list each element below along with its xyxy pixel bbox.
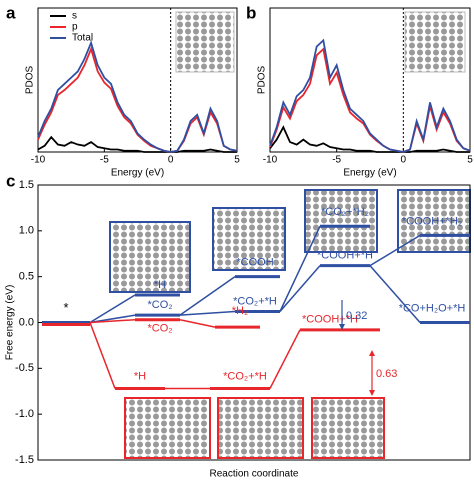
start-label: *	[63, 300, 68, 315]
connector	[279, 265, 321, 312]
level-label: *CO₂+*H	[233, 295, 277, 307]
x-tick-label: 5	[467, 155, 473, 166]
y-tick-label: 0.0	[19, 316, 34, 328]
x-tick-label: -5	[100, 155, 109, 166]
level-label: *H₂	[232, 305, 249, 317]
annotation: 0.63	[376, 368, 397, 380]
annotation-arrowhead	[339, 324, 345, 330]
connector	[369, 265, 421, 323]
legend-label: s	[72, 11, 77, 22]
level-label: *COOH+*H	[302, 314, 358, 326]
pdos-line	[37, 40, 238, 153]
annotation: 0.32	[346, 310, 367, 322]
pdos-line	[37, 135, 237, 153]
y-tick-label: 0.5	[19, 271, 34, 283]
connector	[89, 294, 136, 324]
panel-label: b	[246, 3, 256, 22]
level-label: *CO₂+*H₂	[321, 206, 369, 218]
plot-frame	[269, 7, 471, 153]
y-axis-label: PDOS	[25, 66, 36, 95]
connector	[179, 276, 236, 316]
x-axis-label: Reaction coordinate	[210, 469, 299, 480]
legend-label: Total	[72, 33, 93, 44]
pdos-line	[269, 38, 471, 153]
y-tick-label: 1.5	[19, 179, 34, 191]
y-tick-label: -0.5	[15, 362, 34, 374]
plot-frame	[37, 7, 238, 153]
level-label: *CO₂	[147, 323, 172, 335]
x-tick-label: 5	[234, 155, 240, 166]
level-label: *CO₂+*H	[223, 370, 267, 382]
y-tick-label: -1.0	[15, 408, 34, 420]
level-label: *H	[154, 279, 166, 291]
connector	[269, 329, 301, 389]
panel-label: c	[6, 171, 15, 190]
level-label: *COOH	[236, 257, 273, 269]
x-axis-label: Energy (eV)	[111, 168, 164, 179]
y-axis-label: PDOS	[257, 66, 268, 95]
x-tick-label: 0	[168, 155, 174, 166]
legend-label: p	[72, 22, 78, 33]
level-label: *COOH+*H	[317, 250, 373, 262]
connector	[179, 310, 236, 316]
x-tick-label: 0	[401, 155, 407, 166]
connector	[89, 322, 116, 389]
x-axis-label: Energy (eV)	[343, 168, 396, 179]
x-tick-label: -5	[332, 155, 341, 166]
y-tick-label: 1.0	[19, 225, 34, 237]
x-tick-label: -10	[31, 155, 46, 166]
connector	[279, 225, 321, 312]
connector	[369, 234, 421, 267]
panel-label: a	[6, 3, 16, 22]
y-axis-label: Free energy (eV)	[5, 285, 16, 361]
pdos-line	[269, 125, 470, 153]
level-label: *CO+H₂O+*H	[399, 302, 466, 314]
structure-insets	[109, 11, 471, 459]
level-label: *COOH+*H₂	[402, 215, 462, 227]
connector	[89, 319, 136, 324]
y-tick-label: -1.5	[15, 454, 34, 466]
connector	[179, 319, 216, 328]
level-label: *CO₂	[147, 299, 172, 311]
level-label: *H	[134, 370, 146, 382]
x-tick-label: -10	[263, 155, 278, 166]
connector	[89, 314, 136, 324]
